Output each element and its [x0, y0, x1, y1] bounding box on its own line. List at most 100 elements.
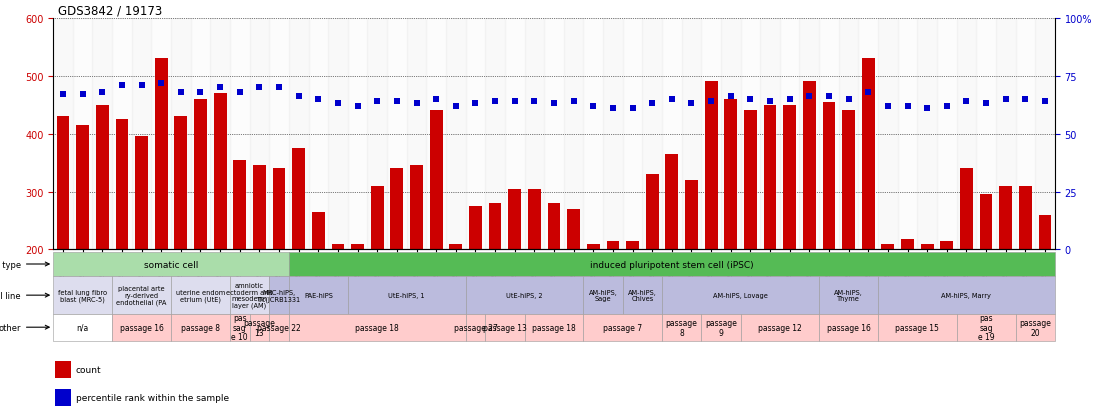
FancyBboxPatch shape — [53, 314, 112, 341]
FancyBboxPatch shape — [485, 314, 524, 341]
Bar — [705, 82, 718, 366]
FancyBboxPatch shape — [623, 277, 661, 314]
Bar — [351, 244, 365, 366]
Bar — [564, 19, 584, 250]
Bar — [132, 19, 152, 250]
Bar — [430, 111, 442, 366]
Bar — [937, 19, 956, 250]
Bar — [174, 117, 187, 366]
FancyBboxPatch shape — [465, 314, 485, 341]
Bar — [529, 189, 541, 366]
Text: passage 7: passage 7 — [603, 323, 643, 332]
Text: percentile rank within the sample: percentile rank within the sample — [76, 393, 229, 402]
Text: passage
8: passage 8 — [666, 318, 698, 337]
Bar — [897, 19, 917, 250]
Bar — [152, 19, 171, 250]
Text: cell type: cell type — [0, 260, 21, 269]
FancyBboxPatch shape — [956, 314, 1016, 341]
Bar — [171, 19, 191, 250]
Bar — [447, 19, 465, 250]
Text: passage
20: passage 20 — [1019, 318, 1051, 337]
FancyBboxPatch shape — [661, 314, 701, 341]
Bar — [878, 19, 897, 250]
Bar — [956, 19, 976, 250]
Bar — [115, 120, 129, 366]
Bar — [623, 19, 643, 250]
Text: placental arte
ry-derived
endothelial (PA: placental arte ry-derived endothelial (P… — [116, 286, 166, 305]
Bar — [293, 149, 305, 366]
Bar — [862, 59, 874, 366]
Text: passage 16: passage 16 — [120, 323, 164, 332]
FancyBboxPatch shape — [524, 314, 584, 341]
Bar — [485, 19, 505, 250]
Text: passage 12: passage 12 — [758, 323, 802, 332]
FancyBboxPatch shape — [171, 314, 230, 341]
Text: induced pluripotent stem cell (iPSC): induced pluripotent stem cell (iPSC) — [591, 260, 753, 269]
FancyBboxPatch shape — [289, 252, 1055, 277]
Text: pas
sag
e 19: pas sag e 19 — [977, 313, 994, 342]
Bar — [1019, 186, 1032, 366]
Bar — [407, 19, 427, 250]
FancyBboxPatch shape — [269, 277, 289, 314]
FancyBboxPatch shape — [53, 252, 289, 277]
Bar — [603, 19, 623, 250]
FancyBboxPatch shape — [584, 314, 661, 341]
Bar — [230, 19, 249, 250]
Bar — [348, 19, 368, 250]
Bar — [783, 105, 796, 366]
Bar — [976, 19, 996, 250]
Text: pas
sag
e 10: pas sag e 10 — [232, 313, 248, 342]
FancyBboxPatch shape — [878, 277, 1055, 314]
FancyBboxPatch shape — [112, 277, 171, 314]
Bar — [996, 19, 1016, 250]
Bar — [1038, 215, 1051, 366]
FancyBboxPatch shape — [53, 277, 112, 314]
Bar — [371, 186, 383, 366]
Bar — [249, 19, 269, 250]
FancyBboxPatch shape — [878, 314, 956, 341]
Bar — [312, 212, 325, 366]
Text: passage
13: passage 13 — [244, 318, 276, 337]
Text: passage 8: passage 8 — [181, 323, 220, 332]
FancyBboxPatch shape — [819, 314, 878, 341]
Bar — [646, 175, 658, 366]
Text: passage
9: passage 9 — [705, 318, 737, 337]
Bar — [606, 241, 619, 366]
Bar — [465, 19, 485, 250]
Bar — [390, 169, 403, 366]
Bar — [721, 19, 740, 250]
Text: count: count — [76, 366, 102, 374]
Bar — [800, 19, 819, 250]
Bar — [76, 126, 89, 366]
Bar — [803, 82, 815, 366]
Bar — [368, 19, 387, 250]
Text: GDS3842 / 19173: GDS3842 / 19173 — [59, 5, 163, 17]
Bar — [725, 100, 737, 366]
Bar — [960, 169, 973, 366]
FancyBboxPatch shape — [661, 277, 819, 314]
Text: AM-hiPS,
Chives: AM-hiPS, Chives — [628, 289, 657, 301]
Bar — [135, 137, 148, 366]
Text: passage 18: passage 18 — [532, 323, 576, 332]
Bar — [73, 19, 92, 250]
Text: amniotic
ectoderm and
mesoderm
layer (AM): amniotic ectoderm and mesoderm layer (AM… — [226, 282, 273, 309]
Bar — [760, 19, 780, 250]
FancyBboxPatch shape — [348, 277, 465, 314]
Bar — [822, 102, 835, 366]
FancyBboxPatch shape — [269, 314, 289, 341]
Bar — [410, 166, 423, 366]
Text: somatic cell: somatic cell — [144, 260, 198, 269]
Bar — [979, 195, 993, 366]
Bar — [701, 19, 721, 250]
Text: passage 18: passage 18 — [356, 323, 399, 332]
Bar — [112, 19, 132, 250]
Bar — [92, 19, 112, 250]
Bar — [505, 19, 524, 250]
Bar — [584, 19, 603, 250]
Bar — [191, 19, 211, 250]
Bar — [155, 59, 167, 366]
Bar — [1016, 19, 1035, 250]
Bar — [53, 19, 73, 250]
Bar — [763, 105, 777, 366]
FancyBboxPatch shape — [289, 277, 348, 314]
